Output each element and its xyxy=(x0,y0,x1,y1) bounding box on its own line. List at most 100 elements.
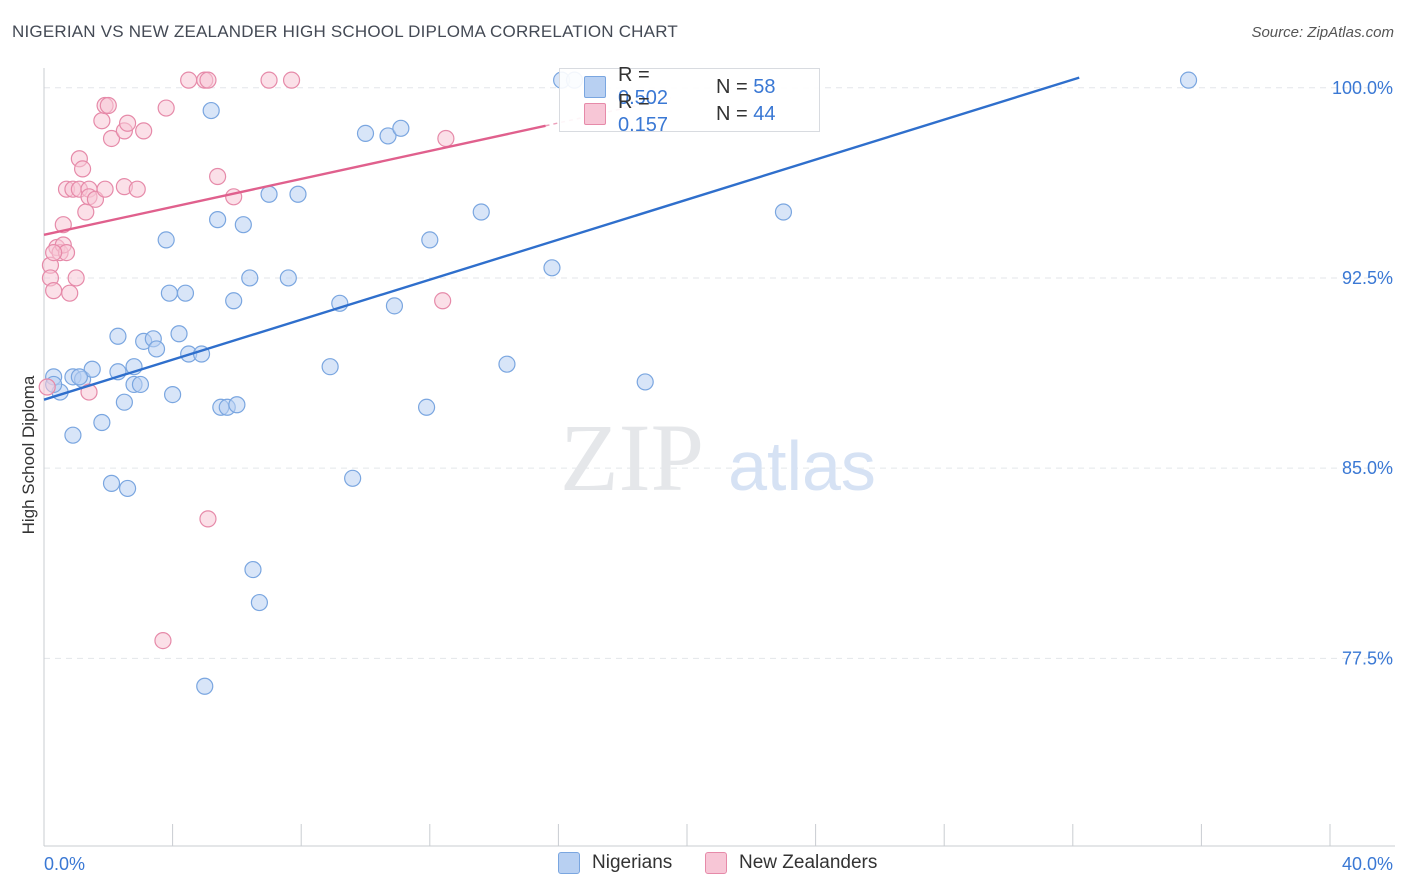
data-point xyxy=(64,426,82,444)
legend: R = 0.502 N = 58 R = 0.157 N = 44 xyxy=(559,64,820,136)
watermark-zip: ZIP xyxy=(560,404,704,511)
data-point xyxy=(379,127,397,145)
data-point xyxy=(472,203,490,221)
legend-row-nigerians: R = 0.502 N = 58 xyxy=(584,64,776,109)
data-point xyxy=(202,101,220,120)
legend-r-label: R = xyxy=(618,64,650,86)
legend-n-value: 44 xyxy=(753,102,776,125)
legend-r-label: R = xyxy=(618,91,650,113)
data-point xyxy=(199,71,217,89)
data-point xyxy=(498,355,516,373)
data-point xyxy=(157,231,175,249)
legend-row-new-zealanders: R = 0.157 N = 44 xyxy=(584,91,776,136)
legend-r-value: 0.157 xyxy=(618,114,669,136)
data-point xyxy=(157,99,175,117)
data-point xyxy=(289,185,307,203)
data-point xyxy=(118,479,137,498)
chart-title: NIGERIAN VS NEW ZEALANDER HIGH SCHOOL DI… xyxy=(12,22,678,41)
data-point xyxy=(118,114,137,132)
bottom-legend-nigerians[interactable]: Nigerians xyxy=(558,852,672,874)
data-point xyxy=(73,160,92,178)
data-point xyxy=(160,284,178,302)
data-point xyxy=(209,211,227,229)
data-point xyxy=(1179,71,1198,89)
bottom-legend-label: Nigerians xyxy=(592,852,673,873)
data-point xyxy=(636,373,654,391)
data-point xyxy=(70,368,88,386)
source-label: Source: ZipAtlas.com xyxy=(1251,24,1394,41)
y-tick-labels: 77.5% 85.0% 92.5% 100.0% xyxy=(1332,78,1393,669)
data-point xyxy=(321,358,339,376)
data-point xyxy=(38,378,56,396)
data-point xyxy=(135,122,153,140)
data-point xyxy=(282,71,301,89)
data-point xyxy=(392,119,410,137)
data-point xyxy=(176,284,195,302)
data-point xyxy=(115,393,133,411)
data-point xyxy=(45,282,63,300)
data-point xyxy=(356,124,375,142)
axes xyxy=(43,68,1395,847)
data-point xyxy=(45,243,63,262)
data-point xyxy=(279,269,297,287)
data-point xyxy=(83,360,101,378)
data-point xyxy=(99,96,117,115)
data-point xyxy=(209,167,227,186)
data-point xyxy=(385,297,404,315)
data-point xyxy=(774,203,793,221)
bottom-legend: Nigerians New Zealanders xyxy=(0,852,1406,878)
y-tick-label: 77.5% xyxy=(1342,648,1393,668)
legend-n-label: N = xyxy=(716,75,748,98)
watermark: ZIP atlas xyxy=(560,404,876,511)
legend-n-value: 58 xyxy=(753,75,776,98)
data-point xyxy=(250,593,269,612)
data-point xyxy=(93,112,111,130)
data-point xyxy=(164,386,182,404)
x-tick-label: 40.0% xyxy=(1342,854,1393,874)
x-tick-label: 0.0% xyxy=(44,854,85,874)
data-point xyxy=(244,560,262,579)
data-point xyxy=(241,269,259,287)
data-point xyxy=(147,340,166,358)
y-tick-label: 92.5% xyxy=(1342,268,1393,288)
data-point xyxy=(344,469,362,487)
data-point xyxy=(225,292,243,310)
data-point xyxy=(128,180,146,198)
data-point xyxy=(421,231,439,249)
legend-r-value: 0.502 xyxy=(618,87,669,109)
data-point xyxy=(102,129,121,148)
data-point xyxy=(234,216,252,234)
data-point xyxy=(437,129,455,148)
bottom-legend-swatch-blue xyxy=(558,852,580,874)
legend-swatch-pink xyxy=(584,103,606,125)
data-point xyxy=(228,396,246,414)
trend-line-new-zealanders xyxy=(43,124,546,237)
data-point xyxy=(67,269,85,287)
data-point xyxy=(93,413,111,432)
data-point xyxy=(260,71,278,89)
bottom-legend-swatch-pink xyxy=(705,852,727,874)
data-point xyxy=(96,180,114,198)
data-point xyxy=(434,292,452,310)
data-point xyxy=(102,474,121,492)
series-nigerians xyxy=(45,71,1198,695)
data-point xyxy=(154,631,172,650)
bottom-legend-new-zealanders[interactable]: New Zealanders xyxy=(705,852,877,874)
data-point xyxy=(61,284,79,302)
data-point xyxy=(199,510,217,528)
data-point xyxy=(131,375,150,394)
data-point xyxy=(196,677,214,695)
y-tick-label: 100.0% xyxy=(1332,78,1393,98)
x-tick-labels: 0.0% 40.0% xyxy=(44,854,1393,874)
y-axis-label: High School Diploma xyxy=(19,375,38,534)
data-point xyxy=(109,327,127,345)
bottom-legend-label: New Zealanders xyxy=(739,852,878,873)
legend-n-label: N = xyxy=(716,102,748,125)
data-point xyxy=(417,398,436,416)
watermark-atlas: atlas xyxy=(728,427,876,505)
legend-swatch-blue xyxy=(584,76,606,98)
data-point xyxy=(260,185,278,203)
data-point xyxy=(180,71,198,89)
trend-line-nigerians xyxy=(43,76,1080,401)
